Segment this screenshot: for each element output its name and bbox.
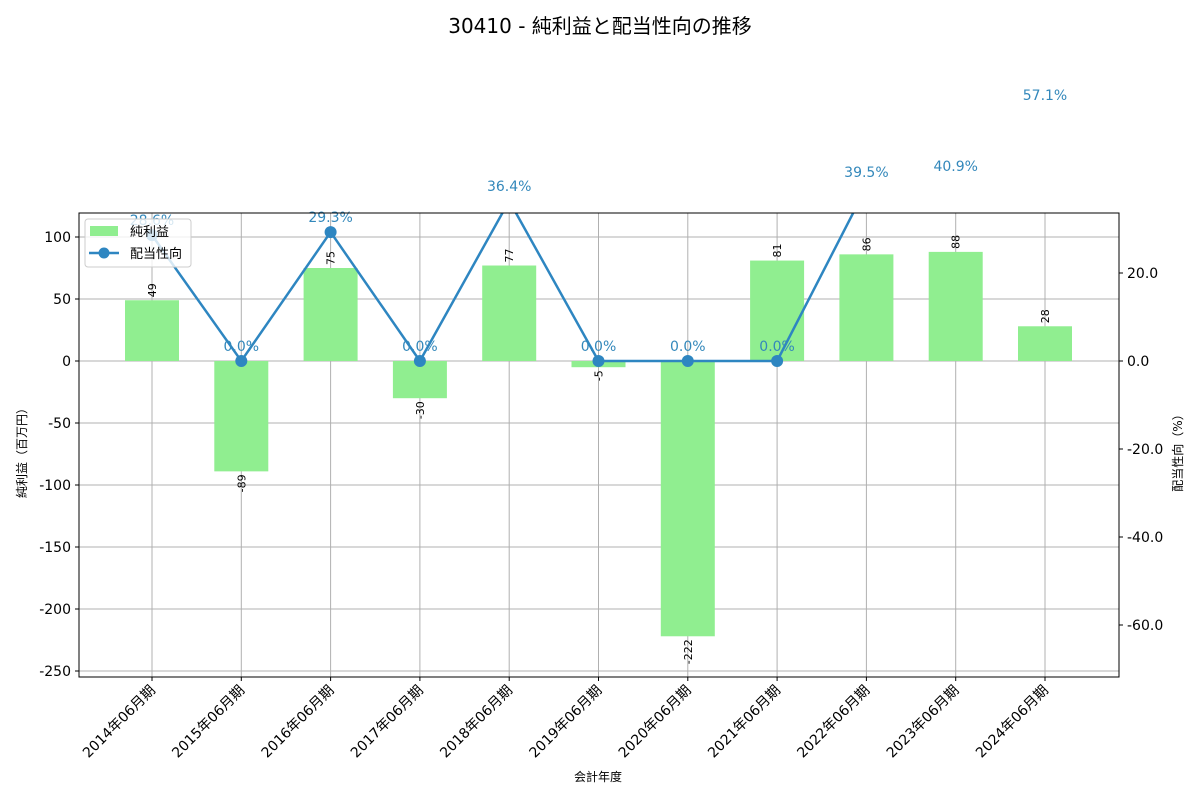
bar [303,268,358,361]
right-axis-ticks: 20.0 0.0 -20.0 -40.0 -60.0 [1119,266,1163,634]
left-tick-label: -50 [48,416,71,432]
bar-value-label: 75 [325,251,338,265]
bar-value-label: 86 [860,237,873,251]
left-tick-label: -250 [39,664,71,680]
payout-value-label: 36.4% [487,179,531,195]
bar [660,361,715,637]
payout-marker [592,355,605,367]
x-tick-label: 2022年06月期 [794,683,873,762]
legend-item-payout-ratio: 配当性向 [130,246,182,262]
x-tick-label: 2018年06月期 [437,683,516,762]
left-tick-label: 50 [53,292,71,308]
payout-value-label: 0.0% [402,339,438,355]
x-axis-ticks: 2014年06月期 2015年06月期 2016年06月期 2017年06月期 2018… [80,677,1052,761]
bar [125,300,179,361]
x-tick-label: 2023年06月期 [884,683,963,762]
right-axis-label: 配当性向（%） [1170,408,1185,491]
payout-marker [324,226,337,239]
bar [482,265,537,361]
bar-value-label: 28 [1039,309,1052,323]
x-tick-label: 2017年06月期 [348,683,427,762]
right-tick-label: -40.0 [1127,530,1163,546]
left-tick-label: -150 [39,540,71,556]
payout-value-label: 29.3% [308,210,352,226]
x-tick-label: 2015年06月期 [169,683,248,762]
bar-value-label: 81 [771,244,784,258]
bar [214,361,269,472]
chart-title: 30410 - 純利益と配当性向の推移 [448,14,752,38]
x-tick-label: 2021年06月期 [705,683,784,762]
bar-value-label: -5 [593,370,606,381]
payout-value-label: 39.5% [844,165,888,181]
payout-marker [235,355,248,367]
payout-marker [771,355,784,367]
bar [392,361,447,399]
bar-value-label: 49 [146,283,159,297]
payout-value-label: 40.9% [933,159,977,175]
payout-marker [681,355,694,367]
left-tick-label: 0 [62,354,71,370]
legend-item-net-income: 純利益 [130,225,169,240]
x-tick-label: 2016年06月期 [259,683,338,762]
payout-value-label: 0.0% [759,339,795,355]
bars [125,251,1072,637]
legend: 純利益 配当性向 [84,218,192,268]
payout-value-label: 57.1% [1023,88,1067,104]
bar-value-label: -222 [682,639,695,664]
bar-value-label: -30 [414,401,427,419]
bar-value-label: 77 [503,249,516,263]
bar [928,251,983,361]
left-tick-label: 100 [44,230,71,246]
bar-value-label: -89 [235,474,248,492]
x-tick-label: 2020年06月期 [616,683,695,762]
bar-value-label: 88 [950,235,963,249]
left-tick-label: -200 [39,602,71,618]
x-tick-label: 2019年06月期 [527,683,606,762]
bar-labels: 49 -89 75 -30 77 -5 -222 81 86 88 28 [146,235,1052,664]
left-axis-label: 純利益（百万円） [15,402,29,498]
right-tick-label: -20.0 [1127,442,1163,458]
bar [750,260,805,361]
payout-value-label: 0.0% [581,339,617,355]
x-tick-label: 2024年06月期 [973,683,1052,762]
x-axis-label: 会計年度 [574,769,622,784]
payout-value-label: 0.0% [670,339,706,355]
left-tick-label: -100 [39,478,71,494]
right-tick-label: 20.0 [1127,266,1158,282]
payout-value-label: 0.0% [224,339,260,355]
bar [839,254,894,361]
x-tick-label: 2014年06月期 [80,683,159,762]
legend-marker-icon [98,247,110,259]
left-axis-ticks: 100 50 0 -50 -100 -150 -200 -250 [39,230,79,680]
right-tick-label: 0.0 [1127,354,1149,370]
right-tick-label: -60.0 [1127,618,1163,634]
payout-marker [413,355,426,367]
bar [1018,326,1072,361]
legend-bar-swatch [90,226,118,236]
